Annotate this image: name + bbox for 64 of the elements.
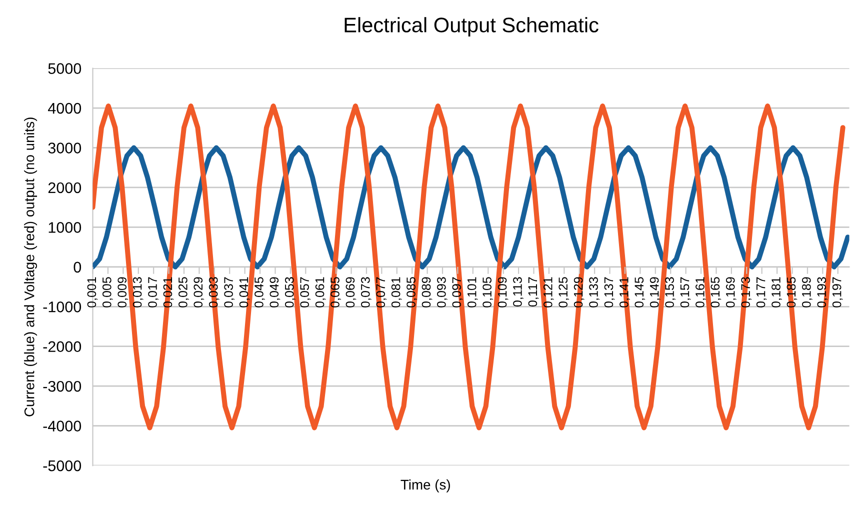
- x-tick-label: 0,153: [665, 277, 676, 308]
- x-tick-label: 0,177: [756, 277, 767, 308]
- x-tick-label: 0,101: [467, 277, 478, 308]
- x-tick-label: 0,061: [315, 277, 326, 308]
- x-tick-label: 0,021: [163, 277, 174, 308]
- x-tick-label: 0,065: [330, 277, 341, 308]
- x-tick-label: 0,141: [620, 277, 630, 308]
- x-tick-label: 0,173: [741, 277, 752, 308]
- x-tick-label: 0,013: [132, 277, 144, 308]
- x-tick-label: 0,165: [710, 277, 722, 308]
- x-tick-label: 0,069: [346, 277, 356, 308]
- y-tick-label: -5000: [43, 460, 82, 472]
- x-tick-label: 0,193: [817, 277, 828, 308]
- y-tick-label: -2000: [43, 341, 82, 352]
- x-tick-label: 0,133: [589, 277, 600, 308]
- y-tick-label: 3000: [48, 142, 82, 154]
- x-tick-label: 0,109: [498, 277, 508, 308]
- x-tick-label: 0,057: [300, 277, 310, 308]
- x-tick-label: 0,041: [239, 277, 250, 308]
- y-tick-label: 0: [74, 262, 82, 273]
- x-tick-label: 0,161: [696, 277, 706, 308]
- x-tick-label: 0,017: [148, 277, 158, 308]
- y-tick-label: 1000: [48, 222, 82, 233]
- x-tick-label: 0,025: [178, 277, 189, 308]
- x-tick-label: 0,169: [726, 277, 736, 308]
- x-tick-label: 0,005: [102, 277, 113, 308]
- x-tick-label: 0,125: [558, 277, 569, 308]
- x-tick-label: 0,009: [118, 277, 128, 308]
- x-tick-label: 0,097: [452, 277, 463, 308]
- y-tick-label: 4000: [48, 102, 82, 114]
- x-tick-label: 0,073: [360, 277, 372, 308]
- x-tick-label: 0,117: [528, 277, 539, 307]
- x-tick-label: 0,149: [650, 277, 660, 308]
- y-tick-label: -3000: [43, 380, 82, 392]
- y-tick-label: -4000: [43, 420, 82, 432]
- x-tick-label: 0,105: [482, 277, 493, 308]
- x-tick-label: 0,157: [680, 277, 691, 308]
- x-tick-label: 0,053: [284, 277, 296, 308]
- x-tick-label: 0,145: [634, 277, 646, 308]
- x-tick-label: 0,085: [406, 277, 417, 308]
- x-tick-label: 0,113: [513, 277, 524, 307]
- x-tick-label: 0,185: [786, 277, 798, 308]
- x-axis-title: Time (s): [400, 479, 450, 492]
- y-axis-title: Current (blue) and Voltage (red) output (no units): [24, 118, 38, 416]
- y-tick-label: 2000: [48, 182, 82, 194]
- x-tick-label: 0,037: [224, 277, 234, 308]
- x-tick-label: 0,077: [376, 277, 387, 308]
- x-tick-label: 0,181: [772, 277, 782, 308]
- x-tick-label: 0,137: [604, 277, 615, 308]
- chart-title: Electrical Output Schematic: [344, 17, 598, 37]
- x-tick-label: 0,189: [802, 277, 812, 308]
- x-tick-label: 0,197: [832, 277, 843, 308]
- x-tick-label: 0,129: [574, 277, 584, 308]
- y-tick-label: 5000: [48, 63, 82, 74]
- x-tick-label: 0,121: [543, 277, 554, 308]
- x-tick-label: 0,049: [270, 277, 280, 308]
- x-tick-label: 0,093: [437, 277, 448, 308]
- x-tick-label: 0,033: [208, 277, 220, 308]
- y-tick-label: -1000: [43, 302, 82, 312]
- x-tick-label: 0,081: [391, 277, 402, 308]
- x-tick-label: 0,029: [194, 277, 204, 308]
- x-tick-label: 0,045: [254, 277, 265, 308]
- x-tick-label: 0,001: [87, 277, 98, 308]
- x-tick-label: 0,089: [422, 277, 432, 308]
